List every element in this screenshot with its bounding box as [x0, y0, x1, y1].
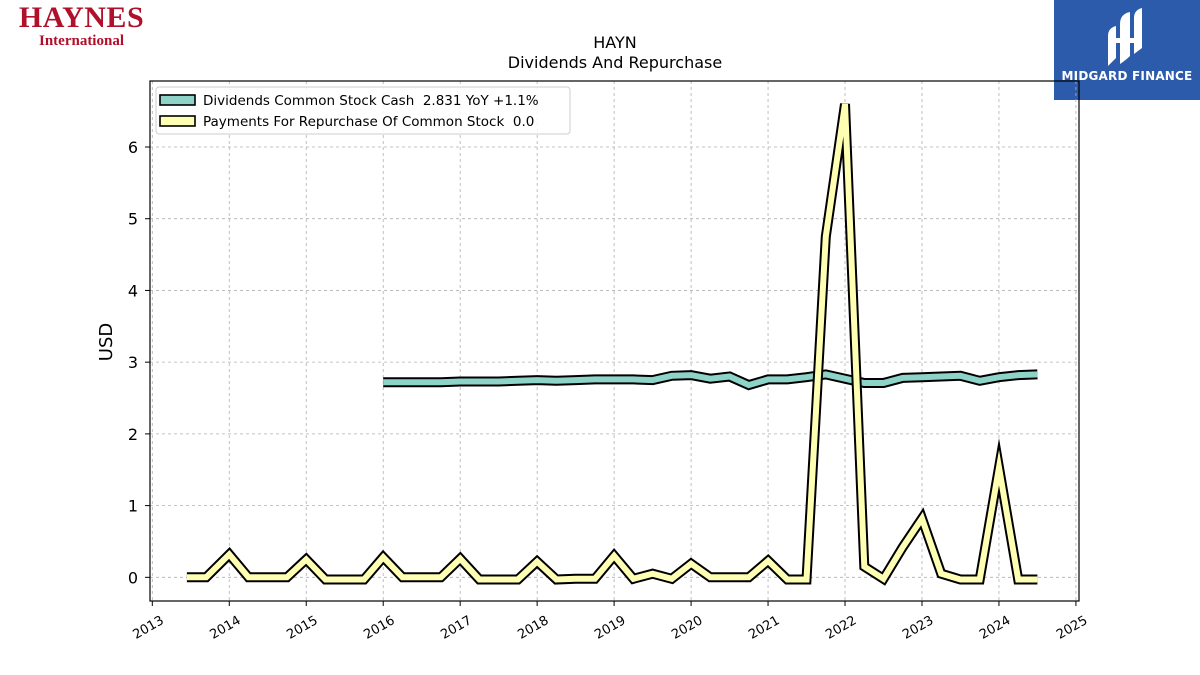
midgard-logo-icon: [1108, 8, 1142, 66]
y-tick-label: 0: [128, 568, 138, 587]
y-axis-label: USD: [96, 323, 117, 361]
haynes-logo: HAYNES International: [4, 1, 159, 49]
y-tick-label: 6: [128, 138, 138, 157]
x-tick-label: 2020: [669, 613, 705, 643]
x-tick-label: 2017: [438, 613, 474, 643]
series-lines: [186, 103, 1038, 586]
legend-swatch-1: [159, 115, 196, 127]
legend-box: [155, 86, 571, 135]
x-tick-label: 2013: [130, 613, 166, 643]
plot-frame: [149, 80, 1080, 602]
x-tick-label: 2016: [361, 613, 397, 643]
series-0-line: [383, 371, 1038, 389]
midgard-finance-logo: MIDGARD FINANCE: [1054, 0, 1200, 100]
x-tick-label: 2024: [977, 613, 1013, 643]
x-tick-label: 2025: [1054, 613, 1090, 643]
series-1-outline: [186, 103, 1038, 586]
series-1-line: [186, 103, 1038, 583]
x-tick-label: 2014: [207, 613, 243, 643]
x-tick-label: 2021: [746, 613, 782, 643]
chart-subtitle: Dividends And Repurchase: [508, 53, 722, 72]
y-tick-label: 5: [128, 210, 138, 229]
x-tick-label: 2019: [592, 613, 628, 643]
x-tick-label: 2023: [900, 613, 936, 643]
x-tick-label: 2018: [515, 613, 551, 643]
haynes-logo-subtitle: International: [38, 33, 124, 49]
legend: Dividends Common Stock Cash 2.831 YoY +1…: [155, 86, 571, 135]
chart-title: HAYN: [593, 33, 636, 52]
y-tick-label: 2: [128, 425, 138, 444]
y-tick-label: 1: [128, 497, 138, 516]
legend-swatch-0: [159, 94, 196, 106]
gridlines: [150, 81, 1079, 601]
legend-label-1: Payments For Repurchase Of Common Stock …: [203, 114, 534, 130]
y-tick-label: 3: [128, 353, 138, 372]
midgard-logo-text: MIDGARD FINANCE: [1061, 69, 1193, 83]
y-tick-label: 4: [128, 281, 138, 300]
legend-label-0: Dividends Common Stock Cash 2.831 YoY +1…: [203, 93, 539, 109]
haynes-logo-wordmark: HAYNES: [18, 1, 145, 34]
x-tick-label: 2022: [823, 613, 859, 643]
x-tick-label: 2015: [284, 613, 320, 643]
